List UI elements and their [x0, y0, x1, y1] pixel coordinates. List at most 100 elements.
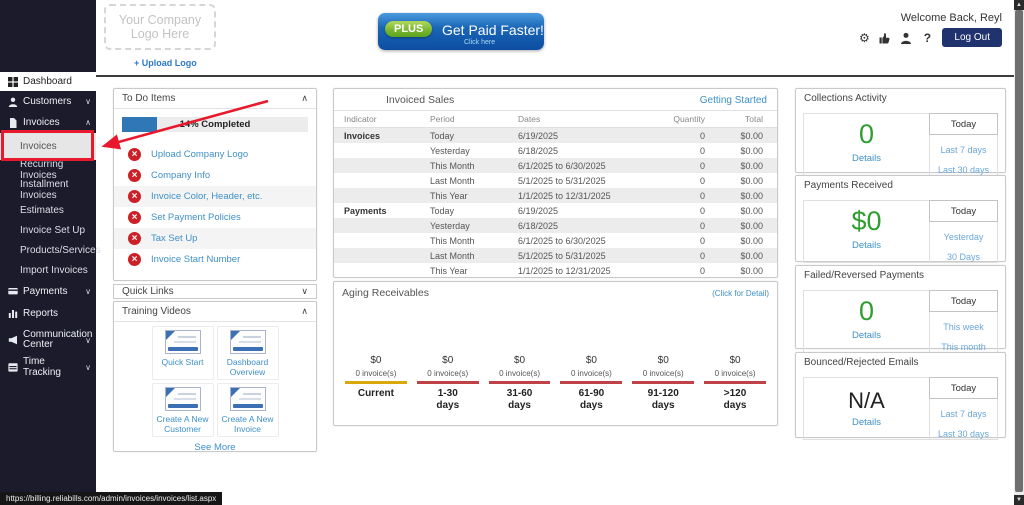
vertical-scrollbar[interactable]: ▲ ▼ [1014, 0, 1024, 505]
video-card-quick-start[interactable]: Quick Start [151, 326, 214, 380]
chevron-up-icon: ∧ [85, 118, 91, 127]
range-link[interactable]: Last 7 days [940, 409, 987, 419]
collapse-up-icon[interactable]: ∧ [301, 93, 308, 103]
quick-links-title: Quick Links [122, 286, 174, 297]
aging-bucket-1-30[interactable]: $0 0 invoice(s) 1-30 days [412, 355, 484, 411]
todo-row: × Invoice Color, Header, etc. [114, 186, 316, 207]
chevron-down-icon[interactable]: ∨ [301, 286, 308, 296]
training-videos-title: Training Videos [122, 306, 191, 317]
video-thumbnail [229, 330, 266, 354]
today-button[interactable]: Today [929, 377, 998, 399]
video-card-create-customer[interactable]: Create A New Customer [151, 383, 214, 437]
aging-bucket-over-120[interactable]: $0 0 invoice(s) >120 days [699, 355, 771, 411]
video-card-dashboard-overview[interactable]: Dashboard Overview [216, 326, 279, 380]
col-dates: Dates [508, 110, 653, 128]
todo-row: × Invoice Start Number [114, 249, 316, 270]
details-link[interactable]: Details [851, 330, 882, 341]
scroll-down-arrow[interactable]: ▼ [1014, 495, 1024, 505]
video-thumbnail [229, 387, 266, 411]
user-icon[interactable] [900, 32, 912, 44]
sidebar-subitem-products-services[interactable]: Products/Services [0, 240, 101, 260]
video-thumbnail [164, 387, 201, 411]
todo-link[interactable]: Company Info [151, 170, 211, 181]
thumbs-up-icon[interactable] [879, 32, 891, 44]
details-link[interactable]: Details [851, 153, 882, 164]
aging-bucket-current[interactable]: $0 0 invoice(s) Current [340, 355, 412, 411]
aging-bucket-31-60[interactable]: $0 0 invoice(s) 31-60 days [484, 355, 556, 411]
failed-reversed-payments-panel: Failed/Reversed Payments 0 Details Today… [795, 265, 1006, 353]
table-row: This Month 6/1/2025 to 6/30/2025 0 $0.00 [430, 235, 763, 246]
sidebar-subitem-invoices[interactable]: Invoices [0, 133, 96, 160]
see-more-link[interactable]: See More [194, 442, 236, 453]
todo-progress-bar: 14% Completed [122, 117, 308, 132]
todo-link[interactable]: Upload Company Logo [151, 149, 249, 160]
stat-value: 0 [858, 296, 875, 326]
bounced-rejected-emails-panel: Bounced/Rejected Emails N/A Details Toda… [795, 352, 1006, 440]
sidebar-item-label: Invoices [20, 141, 57, 152]
range-link[interactable]: Last 7 days [940, 145, 987, 155]
scrollbar-thumb[interactable] [1015, 10, 1023, 492]
click-for-detail-link[interactable]: (Click for Detail) [712, 288, 769, 298]
log-out-button[interactable]: Log Out [942, 28, 1002, 47]
plus-badge: PLUS [385, 21, 433, 37]
range-link[interactable]: This month [941, 342, 986, 352]
range-link[interactable]: 30 Days [946, 252, 981, 262]
help-icon[interactable]: ? [923, 30, 932, 45]
aging-receivables-title: Aging Receivables [342, 287, 429, 299]
sidebar-item-label: Payments [23, 285, 68, 297]
details-link[interactable]: Details [851, 240, 882, 251]
table-row: Payments Today 6/19/2025 0 $0.00 [344, 205, 763, 216]
today-button[interactable]: Today [929, 290, 998, 312]
main-content: To Do Items ∧ 14% Completed × Upload Com… [96, 79, 1014, 494]
sidebar-subitem-installment-invoices[interactable]: Installment Invoices [0, 179, 96, 201]
sidebar-item-communication-center[interactable]: Communication Center ∨ [0, 324, 96, 356]
sidebar-subitem-import-invoices[interactable]: Import Invoices [0, 260, 96, 280]
sidebar-subitem-invoice-set-up[interactable]: Invoice Set Up [0, 220, 96, 240]
collections-activity-panel: Collections Activity 0 Details Today Las… [795, 88, 1006, 176]
sidebar-subitem-estimates[interactable]: Estimates [0, 200, 96, 220]
banner-click-here[interactable]: Click here [464, 39, 496, 46]
sidebar-item-reports[interactable]: Reports [0, 302, 96, 324]
collapse-up-icon[interactable]: ∧ [301, 306, 308, 316]
aging-buckets: $0 0 invoice(s) Current $0 0 invoice(s) … [340, 355, 771, 411]
range-link[interactable]: Yesterday [943, 232, 984, 242]
get-paid-faster-banner[interactable]: PLUS Get Paid Faster! Click here [378, 13, 544, 50]
range-link[interactable]: Last 30 days [937, 165, 990, 175]
upload-logo-link[interactable]: + Upload Logo [134, 58, 197, 68]
quick-links-panel[interactable]: Quick Links ∨ [113, 284, 317, 299]
sidebar-item-label: Invoice Set Up [20, 224, 86, 236]
invoiced-sales-panel: Invoiced Sales Getting Started Indicator… [333, 88, 778, 278]
scroll-up-arrow[interactable]: ▲ [1014, 0, 1024, 10]
panel-title: Payments Received [804, 180, 893, 191]
sidebar-item-time-tracking[interactable]: Time Tracking ∨ [0, 356, 96, 378]
today-button[interactable]: Today [929, 200, 998, 222]
video-card-create-invoice[interactable]: Create A New Invoice [216, 383, 279, 437]
sidebar-item-invoices[interactable]: Invoices ∧ [0, 112, 96, 133]
today-button[interactable]: Today [929, 113, 998, 135]
aging-bucket-61-90[interactable]: $0 0 invoice(s) 61-90 days [555, 355, 627, 411]
sidebar-item-payments[interactable]: Payments ∨ [0, 280, 96, 302]
aging-bucket-91-120[interactable]: $0 0 invoice(s) 91-120 days [627, 355, 699, 411]
sidebar-item-customers[interactable]: Customers ∨ [0, 91, 96, 112]
gear-icon[interactable]: ⚙ [859, 30, 870, 45]
details-link[interactable]: Details [851, 417, 882, 428]
todo-row: × Tax Set Up [114, 228, 316, 249]
range-link[interactable]: This week [943, 322, 984, 332]
chevron-down-icon: ∨ [85, 362, 91, 372]
todo-link[interactable]: Invoice Color, Header, etc. [151, 191, 263, 202]
video-label: Create A New Customer [156, 414, 209, 434]
getting-started-link[interactable]: Getting Started [699, 94, 767, 106]
dashboard-grid-icon [8, 76, 18, 87]
panel-title: Failed/Reversed Payments [804, 270, 925, 281]
incomplete-x-icon: × [128, 211, 141, 224]
todo-link[interactable]: Set Payment Policies [151, 212, 241, 223]
sidebar-subitem-recurring-invoices[interactable]: Recurring Invoices [0, 159, 96, 181]
sidebar-item-dashboard[interactable]: Dashboard [0, 72, 96, 91]
payments-received-panel: Payments Received $0 Details Today Yeste… [795, 175, 1006, 263]
company-logo-placeholder[interactable]: Your Company Logo Here [104, 4, 216, 50]
range-link[interactable]: Last 30 days [937, 429, 990, 439]
todo-link[interactable]: Invoice Start Number [151, 254, 241, 265]
sidebar-item-label: Dashboard [23, 76, 72, 87]
todo-link[interactable]: Tax Set Up [151, 233, 198, 244]
welcome-message: Welcome Back, Reyl [900, 12, 1002, 24]
